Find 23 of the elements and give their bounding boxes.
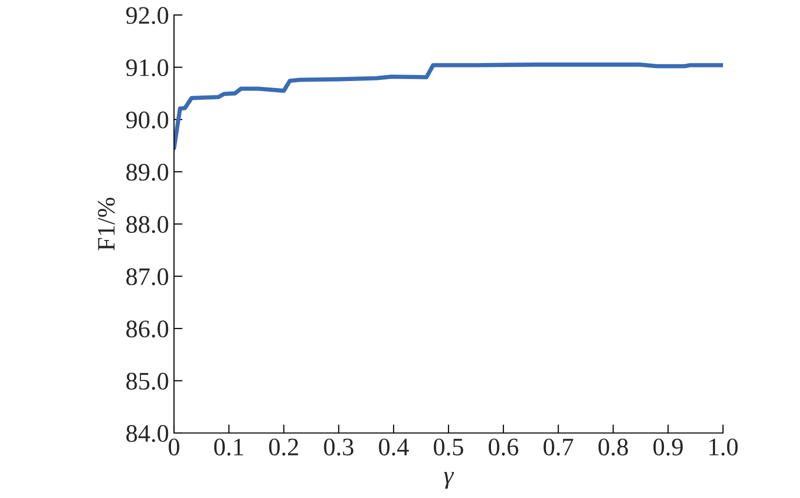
y-tick-label: 86.0 <box>126 320 168 338</box>
y-tick-label: 85.0 <box>126 372 168 390</box>
x-tick-label: 0.8 <box>598 438 628 456</box>
x-tick-label: 0.2 <box>269 438 298 456</box>
x-tick-label: 0.5 <box>434 438 464 456</box>
x-tick-label: 0.1 <box>214 438 244 456</box>
y-tick-label: 88.0 <box>126 216 168 234</box>
y-axis-title: F1/% <box>98 198 115 250</box>
x-tick-label: 0.7 <box>544 438 574 456</box>
y-tick-label: 92.0 <box>126 7 168 24</box>
x-tick-label: 0 <box>168 438 180 456</box>
x-tick-label: 0.6 <box>488 438 518 456</box>
y-tick-label: 89.0 <box>126 164 168 181</box>
x-tick-label: 0.4 <box>378 438 409 456</box>
y-tick-label: 87.0 <box>126 268 168 286</box>
line-series <box>174 62 723 150</box>
x-axis-title: γ <box>444 472 454 489</box>
x-tick-label: 0.9 <box>653 438 683 456</box>
y-tick-label: 84.0 <box>126 425 168 442</box>
y-tick-label: 90.0 <box>126 112 168 129</box>
y-tick-label: 91.0 <box>126 59 168 76</box>
x-tick-label: 0.3 <box>324 438 354 456</box>
x-tick-label: 1.0 <box>710 438 738 456</box>
